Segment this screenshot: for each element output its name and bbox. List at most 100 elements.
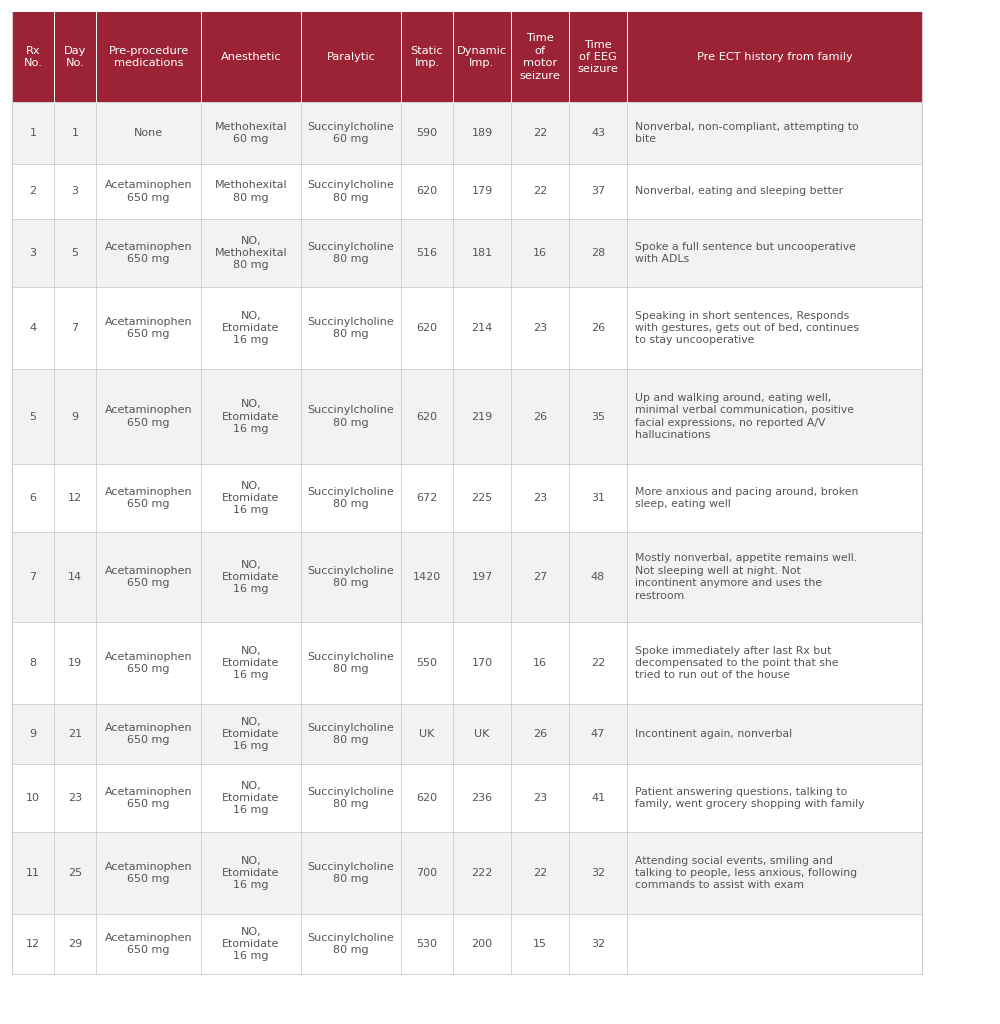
Text: Acetaminophen
650 mg: Acetaminophen 650 mg [105, 180, 192, 203]
Text: Acetaminophen
650 mg: Acetaminophen 650 mg [105, 566, 192, 588]
Text: NO,
Etomidate
16 mg: NO, Etomidate 16 mg [222, 310, 280, 345]
Bar [12, 831, 922, 914]
Text: 23: 23 [533, 493, 547, 503]
Text: Succinylcholine
80 mg: Succinylcholine 80 mg [308, 406, 394, 428]
Text: NO,
Etomidate
16 mg: NO, Etomidate 16 mg [222, 645, 280, 680]
Text: Acetaminophen
650 mg: Acetaminophen 650 mg [105, 486, 192, 509]
Text: 27: 27 [533, 572, 547, 582]
Text: 25: 25 [68, 868, 82, 878]
Text: Anesthetic: Anesthetic [221, 52, 281, 62]
Text: 31: 31 [591, 493, 605, 503]
Text: 26: 26 [533, 412, 547, 422]
Text: 530: 530 [416, 939, 438, 949]
Text: Mostly nonverbal, appetite remains well.
Not sleeping well at night. Not
inconti: Mostly nonverbal, appetite remains well.… [635, 553, 857, 601]
Text: 189: 189 [471, 128, 493, 138]
Text: 15: 15 [533, 939, 547, 949]
Bar [12, 219, 922, 287]
Text: Speaking in short sentences, Responds
with gestures, gets out of bed, continues
: Speaking in short sentences, Responds wi… [635, 310, 859, 345]
Text: NO,
Etomidate
16 mg: NO, Etomidate 16 mg [222, 559, 280, 594]
Text: NO,
Etomidate
16 mg: NO, Etomidate 16 mg [222, 927, 280, 962]
Text: 236: 236 [471, 793, 493, 803]
Bar [12, 705, 922, 764]
Text: 28: 28 [591, 248, 605, 258]
Text: 700: 700 [416, 868, 438, 878]
Text: 550: 550 [416, 658, 438, 668]
Text: Succinylcholine
80 mg: Succinylcholine 80 mg [308, 652, 394, 674]
Text: 29: 29 [68, 939, 82, 949]
Bar [12, 464, 922, 532]
Bar [12, 622, 922, 705]
Text: 7: 7 [29, 572, 37, 582]
Text: 23: 23 [68, 793, 82, 803]
Text: 219: 219 [471, 412, 493, 422]
Bar [12, 102, 922, 164]
Text: 10: 10 [26, 793, 40, 803]
Text: Acetaminophen
650 mg: Acetaminophen 650 mg [105, 652, 192, 674]
Text: Day
No.: Day No. [64, 46, 86, 69]
Bar [12, 914, 922, 974]
Text: Static
Imp.: Static Imp. [411, 46, 443, 69]
Text: 672: 672 [416, 493, 438, 503]
Text: Spoke a full sentence but uncooperative
with ADLs: Spoke a full sentence but uncooperative … [635, 242, 856, 264]
Text: Succinylcholine
80 mg: Succinylcholine 80 mg [308, 316, 394, 339]
Text: Time
of EEG
seizure: Time of EEG seizure [578, 40, 618, 75]
Bar [12, 369, 922, 464]
Text: Time
of
motor
seizure: Time of motor seizure [520, 34, 560, 81]
Bar [12, 764, 922, 831]
Text: 200: 200 [471, 939, 493, 949]
Text: 37: 37 [591, 186, 605, 197]
Text: 181: 181 [471, 248, 493, 258]
Text: 620: 620 [416, 793, 438, 803]
Text: 12: 12 [26, 939, 40, 949]
Text: 1: 1 [30, 128, 36, 138]
Text: Acetaminophen
650 mg: Acetaminophen 650 mg [105, 242, 192, 264]
Text: None: None [134, 128, 163, 138]
Text: 16: 16 [533, 658, 547, 668]
Text: Methohexital
60 mg: Methohexital 60 mg [215, 122, 287, 144]
Text: Attending social events, smiling and
talking to people, less anxious, following
: Attending social events, smiling and tal… [635, 856, 857, 891]
Text: Succinylcholine
80 mg: Succinylcholine 80 mg [308, 486, 394, 509]
Bar [12, 164, 922, 219]
Text: 14: 14 [68, 572, 82, 582]
Text: Pre-procedure
medications: Pre-procedure medications [108, 46, 189, 69]
Text: 1: 1 [72, 128, 78, 138]
Text: UK: UK [419, 729, 435, 739]
Text: 4: 4 [29, 323, 37, 333]
Text: 21: 21 [68, 729, 82, 739]
Text: 7: 7 [71, 323, 79, 333]
Text: 9: 9 [29, 729, 37, 739]
Text: 32: 32 [591, 868, 605, 878]
Text: Paralytic: Paralytic [327, 52, 375, 62]
Text: 47: 47 [591, 729, 605, 739]
Text: NO,
Etomidate
16 mg: NO, Etomidate 16 mg [222, 780, 280, 815]
Text: NO,
Etomidate
16 mg: NO, Etomidate 16 mg [222, 717, 280, 752]
Text: Incontinent again, nonverbal: Incontinent again, nonverbal [635, 729, 792, 739]
Bar [12, 532, 922, 622]
Text: Methohexital
80 mg: Methohexital 80 mg [215, 180, 287, 203]
Text: NO,
Etomidate
16 mg: NO, Etomidate 16 mg [222, 399, 280, 434]
Text: Acetaminophen
650 mg: Acetaminophen 650 mg [105, 786, 192, 809]
Text: Rx
No.: Rx No. [24, 46, 42, 69]
Text: 620: 620 [416, 412, 438, 422]
Text: Succinylcholine
80 mg: Succinylcholine 80 mg [308, 242, 394, 264]
Text: Spoke immediately after last Rx but
decompensated to the point that she
tried to: Spoke immediately after last Rx but deco… [635, 645, 838, 680]
Text: NO,
Etomidate
16 mg: NO, Etomidate 16 mg [222, 480, 280, 515]
Text: 23: 23 [533, 793, 547, 803]
Text: 170: 170 [471, 658, 493, 668]
Text: 41: 41 [591, 793, 605, 803]
Text: 22: 22 [533, 128, 547, 138]
Text: 22: 22 [591, 658, 605, 668]
Text: 6: 6 [30, 493, 36, 503]
Text: 12: 12 [68, 493, 82, 503]
Text: Succinylcholine
80 mg: Succinylcholine 80 mg [308, 566, 394, 588]
Text: 43: 43 [591, 128, 605, 138]
Text: 48: 48 [591, 572, 605, 582]
Text: Up and walking around, eating well,
minimal verbal communication, positive
facia: Up and walking around, eating well, mini… [635, 393, 854, 440]
Text: Succinylcholine
80 mg: Succinylcholine 80 mg [308, 786, 394, 809]
Text: 19: 19 [68, 658, 82, 668]
Text: Succinylcholine
80 mg: Succinylcholine 80 mg [308, 180, 394, 203]
Text: 620: 620 [416, 186, 438, 197]
Text: Acetaminophen
650 mg: Acetaminophen 650 mg [105, 406, 192, 428]
Text: Succinylcholine
80 mg: Succinylcholine 80 mg [308, 862, 394, 884]
Text: 516: 516 [416, 248, 438, 258]
